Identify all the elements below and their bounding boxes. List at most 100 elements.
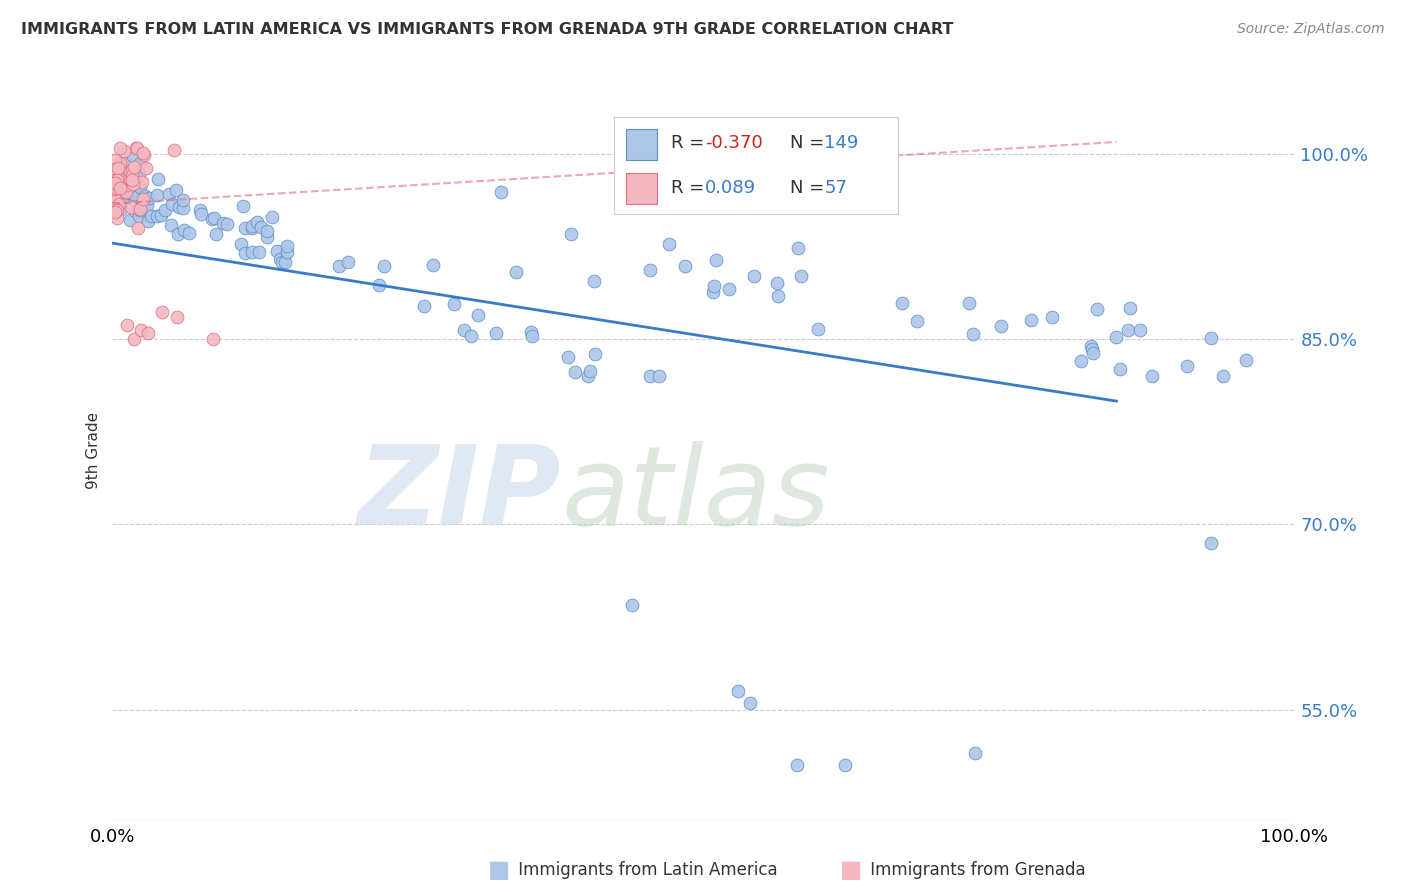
Point — [122, 332, 145, 346]
Point — [373, 259, 395, 273]
Point — [177, 227, 200, 241]
Point — [766, 276, 789, 290]
Point — [103, 182, 125, 196]
Point — [104, 199, 127, 213]
Point — [328, 259, 350, 273]
Point — [104, 190, 127, 204]
Point — [212, 216, 235, 230]
Point — [128, 167, 150, 181]
Point — [658, 237, 681, 252]
Point — [583, 274, 606, 288]
Point — [579, 364, 602, 378]
Point — [621, 598, 644, 612]
Point — [120, 172, 142, 186]
Point — [129, 322, 152, 336]
Point — [250, 219, 273, 234]
Point — [583, 347, 606, 361]
Point — [368, 278, 391, 293]
Point — [1019, 313, 1042, 327]
Text: Immigrants from Latin America: Immigrants from Latin America — [513, 861, 778, 879]
Point — [120, 164, 142, 178]
Point — [443, 297, 465, 311]
Point — [247, 245, 270, 260]
Point — [105, 181, 128, 195]
Point — [122, 160, 145, 174]
Point — [112, 194, 135, 208]
Point — [112, 185, 135, 199]
Point — [703, 278, 725, 293]
Point — [114, 145, 136, 159]
Point — [132, 146, 155, 161]
Point — [173, 223, 195, 237]
FancyBboxPatch shape — [626, 173, 657, 204]
Point — [104, 204, 127, 219]
Point — [111, 188, 134, 202]
Point — [131, 175, 153, 189]
Point — [718, 282, 741, 296]
Point — [121, 169, 143, 183]
Point — [157, 187, 180, 202]
Point — [1116, 323, 1139, 337]
Point — [134, 148, 156, 162]
Point — [115, 318, 138, 332]
Point — [990, 319, 1012, 334]
Point — [118, 186, 141, 200]
Point — [962, 326, 984, 341]
Point — [108, 180, 131, 194]
Text: -0.370: -0.370 — [706, 135, 763, 153]
Point — [240, 245, 263, 260]
Point — [242, 219, 264, 234]
Point — [125, 176, 148, 190]
Point — [132, 198, 155, 212]
Point — [276, 239, 298, 253]
Point — [337, 254, 360, 268]
Point — [132, 192, 155, 206]
Text: N =: N = — [790, 135, 830, 153]
Point — [1140, 369, 1163, 384]
Point — [105, 196, 128, 211]
Point — [146, 172, 169, 186]
Point — [520, 325, 543, 339]
Point — [217, 217, 239, 231]
Point — [1175, 359, 1198, 374]
Point — [1040, 310, 1063, 325]
Point — [107, 202, 129, 216]
Text: R =: R = — [671, 178, 710, 196]
Point — [167, 227, 190, 241]
Point — [103, 190, 125, 204]
Point — [103, 179, 125, 194]
Point — [107, 176, 129, 190]
Point — [1105, 330, 1128, 344]
Point — [128, 179, 150, 194]
Text: atlas: atlas — [561, 442, 830, 549]
Point — [124, 203, 146, 218]
Point — [145, 187, 167, 202]
Point — [276, 244, 298, 259]
Point — [273, 255, 295, 269]
Point — [963, 746, 986, 760]
Point — [256, 230, 278, 244]
Point — [640, 263, 662, 277]
Text: Source: ZipAtlas.com: Source: ZipAtlas.com — [1237, 22, 1385, 37]
Point — [110, 202, 132, 217]
Point — [727, 684, 749, 698]
Point — [104, 171, 127, 186]
Point — [806, 321, 828, 335]
Text: R =: R = — [671, 135, 710, 153]
Point — [129, 156, 152, 170]
Point — [560, 227, 582, 242]
Point — [121, 149, 143, 163]
Point — [103, 204, 125, 219]
Point — [105, 211, 128, 226]
Point — [467, 309, 489, 323]
Point — [136, 326, 159, 341]
Text: 0.089: 0.089 — [706, 178, 756, 196]
Point — [638, 369, 661, 384]
Point — [107, 190, 129, 204]
Point — [205, 227, 228, 241]
Point — [1212, 369, 1234, 384]
Point — [108, 184, 131, 198]
Point — [136, 214, 159, 228]
Point — [766, 289, 789, 303]
Point — [159, 219, 181, 233]
